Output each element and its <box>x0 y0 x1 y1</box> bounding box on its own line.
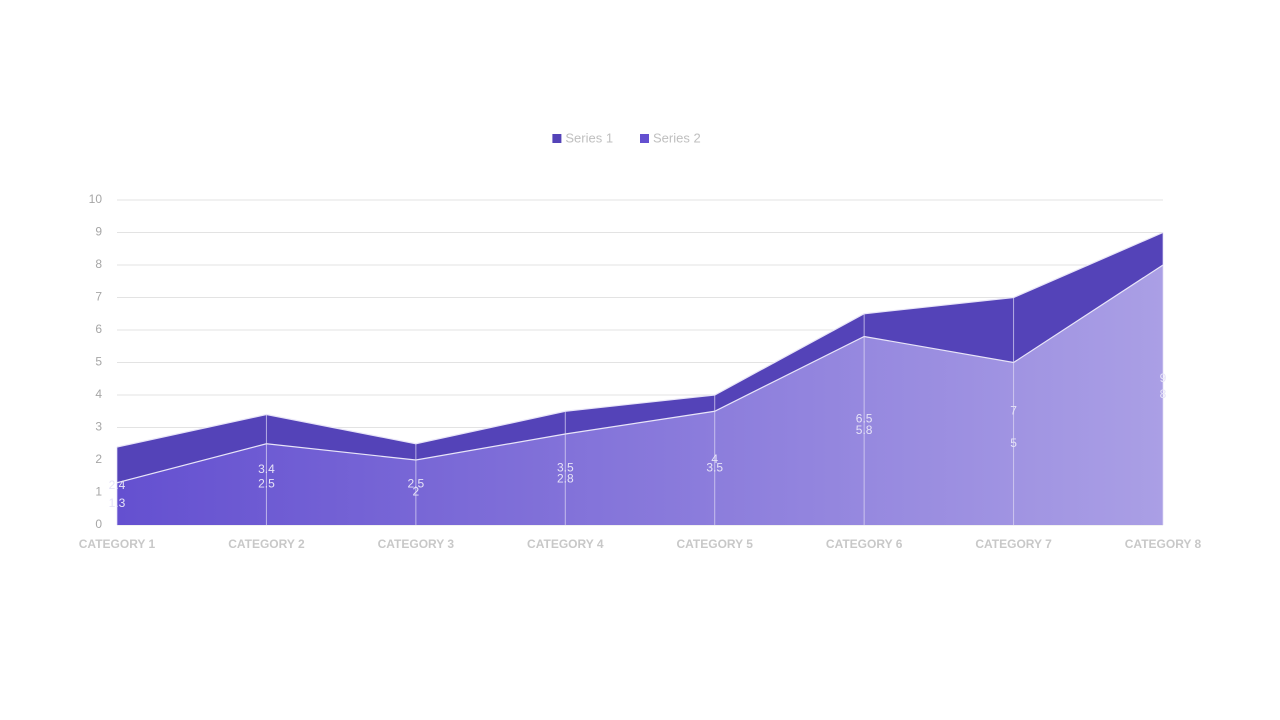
data-label: 2.5 <box>258 477 275 491</box>
y-tick-label: 10 <box>89 192 103 206</box>
area-edge <box>116 231 1164 448</box>
data-label: 3.4 <box>258 462 275 476</box>
y-tick-label: 1 <box>95 485 102 499</box>
x-tick-label: CATEGORY 8 <box>1125 537 1202 551</box>
y-tick-label: 4 <box>95 387 102 401</box>
x-tick-label: CATEGORY 4 <box>527 537 604 551</box>
y-tick-label: 7 <box>95 290 102 304</box>
legend-label: Series 2 <box>653 130 701 145</box>
data-label: 7 <box>1010 403 1017 417</box>
y-tick-label: 6 <box>95 322 102 336</box>
data-label: 1.3 <box>109 496 126 510</box>
x-tick-label: CATEGORY 2 <box>228 537 305 551</box>
data-label: 8 <box>1160 387 1167 401</box>
x-tick-label: CATEGORY 5 <box>676 537 753 551</box>
x-tick-label: CATEGORY 3 <box>378 537 455 551</box>
data-label: 5.8 <box>856 423 873 437</box>
data-label: 2.4 <box>109 478 126 492</box>
legend-swatch <box>640 134 649 143</box>
area-edge <box>116 264 1164 484</box>
y-tick-label: 8 <box>95 257 102 271</box>
data-label: 9 <box>1160 371 1167 385</box>
x-tick-label: CATEGORY 7 <box>975 537 1052 551</box>
data-label: 5 <box>1010 436 1017 450</box>
data-label: 2.8 <box>557 472 574 486</box>
y-tick-label: 5 <box>95 355 102 369</box>
legend-swatch <box>552 134 562 143</box>
legend: Series 1 Series 2 <box>552 130 701 145</box>
y-tick-label: 2 <box>95 452 102 466</box>
y-tick-label: 3 <box>95 420 102 434</box>
y-tick-label: 0 <box>95 517 102 531</box>
x-tick-label: CATEGORY 1 <box>79 537 156 551</box>
data-label: 4 <box>711 452 718 466</box>
plot <box>116 231 1164 525</box>
data-label: 3.5 <box>557 460 574 474</box>
data-label: 6.5 <box>856 412 873 426</box>
data-label: 2.5 <box>408 477 425 491</box>
x-tick-label: CATEGORY 6 <box>826 537 903 551</box>
legend-label: Series 1 <box>565 130 613 145</box>
data-label: 2 <box>413 485 420 499</box>
y-tick-label: 9 <box>95 225 102 239</box>
area <box>117 265 1163 525</box>
data-label: 3.5 <box>706 460 723 474</box>
